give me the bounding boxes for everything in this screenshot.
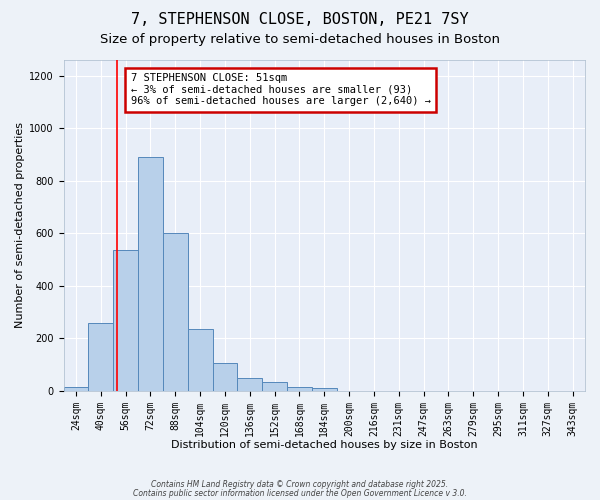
Bar: [238, 378, 262, 391]
X-axis label: Distribution of semi-detached houses by size in Boston: Distribution of semi-detached houses by …: [171, 440, 478, 450]
Bar: [163, 234, 188, 391]
Bar: [138, 157, 163, 391]
Bar: [212, 364, 238, 391]
Text: 7 STEPHENSON CLOSE: 51sqm
← 3% of semi-detached houses are smaller (93)
96% of s: 7 STEPHENSON CLOSE: 51sqm ← 3% of semi-d…: [131, 73, 431, 106]
Bar: [113, 250, 138, 391]
Bar: [262, 382, 287, 391]
Bar: [64, 387, 88, 391]
Bar: [287, 387, 312, 391]
Text: Contains public sector information licensed under the Open Government Licence v : Contains public sector information licen…: [133, 488, 467, 498]
Bar: [188, 329, 212, 391]
Text: Size of property relative to semi-detached houses in Boston: Size of property relative to semi-detach…: [100, 32, 500, 46]
Text: Contains HM Land Registry data © Crown copyright and database right 2025.: Contains HM Land Registry data © Crown c…: [151, 480, 449, 489]
Y-axis label: Number of semi-detached properties: Number of semi-detached properties: [15, 122, 25, 328]
Bar: [312, 388, 337, 391]
Text: 7, STEPHENSON CLOSE, BOSTON, PE21 7SY: 7, STEPHENSON CLOSE, BOSTON, PE21 7SY: [131, 12, 469, 28]
Bar: [88, 322, 113, 391]
